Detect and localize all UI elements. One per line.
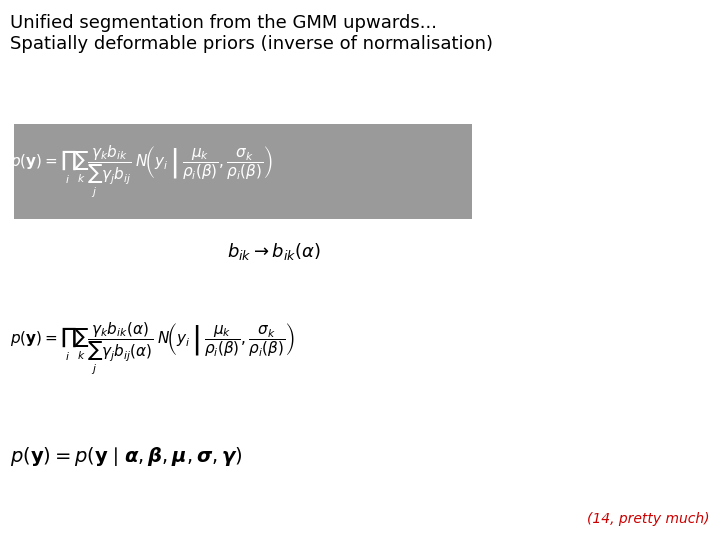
Text: Spatially deformable priors (inverse of normalisation): Spatially deformable priors (inverse of … (10, 35, 493, 53)
FancyBboxPatch shape (14, 124, 472, 219)
Text: $p(\mathbf{y}) = \prod_i \sum_k \dfrac{\gamma_k b_{ik}(\alpha)}{\sum_j \gamma_j : $p(\mathbf{y}) = \prod_i \sum_k \dfrac{\… (10, 320, 294, 376)
Text: (14, pretty much): (14, pretty much) (587, 512, 709, 526)
Text: Unified segmentation from the GMM upwards...: Unified segmentation from the GMM upward… (10, 14, 437, 31)
Text: $b_{ik} \rightarrow b_{ik}(\alpha)$: $b_{ik} \rightarrow b_{ik}(\alpha)$ (227, 241, 320, 261)
Text: $p(\mathbf{y}) = \prod_i \sum_k \dfrac{\gamma_k b_{ik}}{\sum_j \gamma_j b_{ij}} : $p(\mathbf{y}) = \prod_i \sum_k \dfrac{\… (10, 144, 273, 199)
Text: $p(\mathbf{y}) = p(\mathbf{y} \mid \boldsymbol{\alpha}, \boldsymbol{\beta}, \bol: $p(\mathbf{y}) = p(\mathbf{y} \mid \bold… (10, 445, 243, 468)
